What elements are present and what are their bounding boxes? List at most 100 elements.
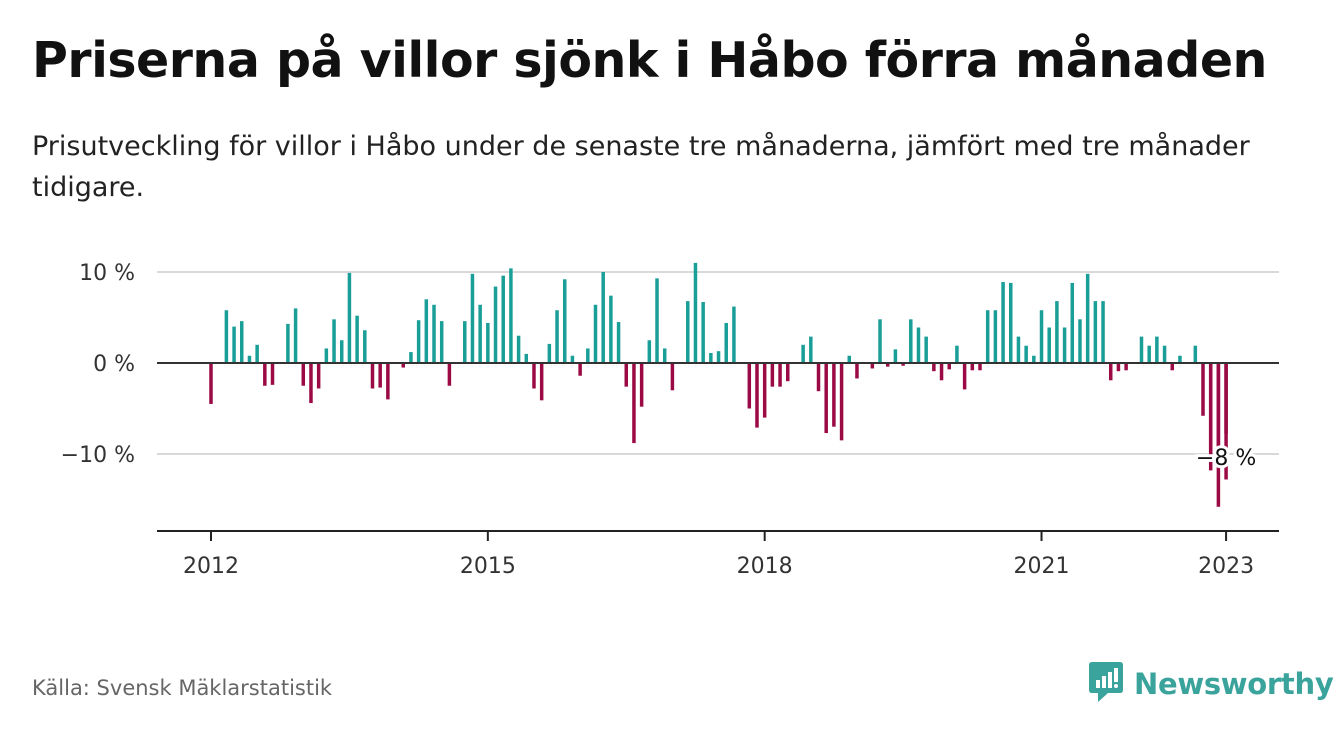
bar: [209, 363, 213, 404]
bar: [401, 363, 405, 368]
bar: [478, 304, 482, 363]
bar: [332, 319, 336, 363]
bar: [993, 310, 998, 363]
chart-subtitle: Prisutveckling för villor i Håbo under d…: [32, 131, 1250, 203]
bar: [1078, 319, 1082, 363]
bar: [370, 363, 375, 389]
bar: [562, 279, 567, 363]
bar: [309, 363, 313, 404]
bar: [1216, 363, 1221, 452]
bar: [824, 363, 828, 434]
x-tick-label: 2023: [1198, 554, 1254, 579]
bar: [463, 321, 467, 363]
bar: [593, 304, 598, 363]
bar: [724, 322, 728, 363]
bar: [639, 363, 644, 407]
bar: [232, 326, 236, 363]
bar: [378, 363, 382, 388]
bar: [1039, 310, 1044, 363]
bar: [447, 363, 452, 386]
x-tick-label: 2015: [460, 554, 516, 579]
bar: [709, 352, 713, 363]
bar: [801, 344, 805, 363]
bar: [224, 310, 229, 363]
bar: [316, 363, 321, 389]
bar: [778, 363, 782, 387]
chart-title: Priserna på villor sjönk i Håbo förra må…: [32, 32, 1267, 89]
bar: [616, 322, 621, 363]
newsworthy-logo-icon: [1088, 660, 1124, 708]
bar: [809, 336, 813, 363]
bar: [532, 363, 536, 389]
annotation-label: −8 %: [1196, 446, 1256, 471]
x-tick-label: 2021: [1014, 554, 1070, 579]
bar: [1085, 273, 1090, 363]
bar: [301, 363, 306, 386]
bar: [1101, 301, 1105, 363]
bar: [1139, 336, 1144, 363]
bar: [870, 363, 875, 369]
bar: [732, 306, 736, 363]
bar: [516, 335, 521, 363]
bar: [355, 315, 359, 363]
bar: [1055, 301, 1059, 363]
bar: [855, 363, 859, 379]
bar: [693, 262, 698, 363]
bar: [1170, 363, 1174, 371]
bar: [670, 363, 675, 391]
bar: [270, 363, 275, 385]
bar: [363, 330, 367, 363]
bar: [901, 363, 905, 366]
bar: [501, 275, 505, 363]
bar: [909, 319, 913, 363]
bar: [247, 355, 252, 363]
bar: [432, 304, 436, 363]
bar: [632, 363, 636, 444]
bar: [893, 349, 898, 363]
bar: [647, 340, 652, 363]
bar: [885, 363, 890, 367]
bar: [1155, 336, 1159, 363]
y-tick-label: 10 %: [79, 261, 135, 286]
bar: [655, 278, 659, 363]
bar: [970, 363, 975, 371]
bar: [1032, 355, 1036, 363]
bar: [662, 348, 667, 363]
bar: [1001, 282, 1005, 363]
bar: [416, 320, 421, 363]
bar: [1224, 363, 1228, 434]
bar: [878, 319, 882, 363]
bar: [755, 363, 759, 428]
bar: [716, 351, 721, 363]
bar: [1070, 282, 1075, 363]
bar: [263, 363, 267, 386]
y-tick-label: −10 %: [61, 443, 135, 468]
bar: [1093, 301, 1098, 363]
bar: [1178, 355, 1182, 363]
bar: [1047, 327, 1051, 363]
bar: [570, 355, 575, 363]
bar: [1208, 363, 1213, 452]
bar: [586, 348, 590, 363]
bar: [701, 302, 705, 363]
bar: [439, 321, 444, 363]
bar: [493, 286, 498, 363]
x-tick-label: 2018: [737, 554, 793, 579]
grid-lines: [157, 271, 1279, 455]
bar: [1162, 345, 1167, 363]
y-axis-labels: 10 % 0 % −10 %: [61, 261, 135, 468]
bar: [524, 353, 529, 363]
bar: [486, 322, 490, 363]
bar: [386, 363, 390, 400]
brand-logo[interactable]: Newsworthy: [1088, 660, 1334, 708]
bar: [339, 340, 344, 363]
bar: [947, 363, 951, 370]
bars: [209, 262, 1228, 507]
bar: [1116, 363, 1121, 372]
bar: [293, 308, 298, 363]
bar: [555, 310, 559, 363]
y-tick-label: 0 %: [93, 352, 135, 377]
source-note: Källa: Svensk Mäklarstatistik: [32, 676, 333, 700]
bar: [747, 363, 752, 409]
